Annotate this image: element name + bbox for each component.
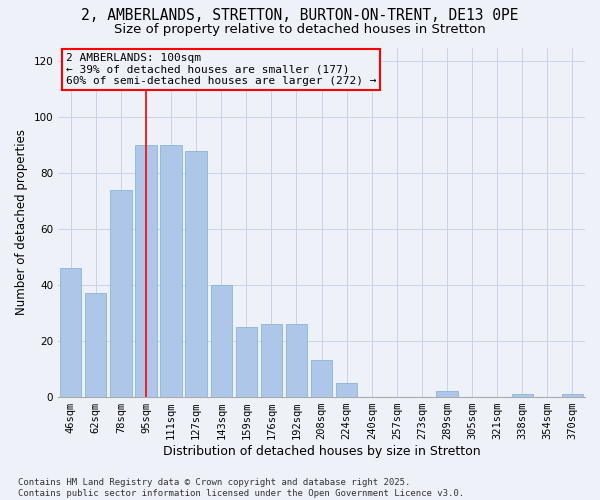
X-axis label: Distribution of detached houses by size in Stretton: Distribution of detached houses by size … xyxy=(163,444,481,458)
Bar xyxy=(286,324,307,396)
Text: 2 AMBERLANDS: 100sqm
← 39% of detached houses are smaller (177)
60% of semi-deta: 2 AMBERLANDS: 100sqm ← 39% of detached h… xyxy=(66,52,377,86)
Bar xyxy=(85,294,106,397)
Bar xyxy=(236,327,257,396)
Bar xyxy=(512,394,533,396)
Y-axis label: Number of detached properties: Number of detached properties xyxy=(15,129,28,315)
Bar xyxy=(436,391,458,396)
Bar xyxy=(160,145,182,397)
Bar xyxy=(110,190,131,396)
Bar xyxy=(185,151,207,396)
Bar xyxy=(136,145,157,397)
Bar xyxy=(562,394,583,396)
Bar xyxy=(60,268,82,396)
Text: Contains HM Land Registry data © Crown copyright and database right 2025.
Contai: Contains HM Land Registry data © Crown c… xyxy=(18,478,464,498)
Bar xyxy=(311,360,332,396)
Bar xyxy=(211,285,232,397)
Bar xyxy=(261,324,282,396)
Text: Size of property relative to detached houses in Stretton: Size of property relative to detached ho… xyxy=(114,22,486,36)
Bar xyxy=(336,382,358,396)
Text: 2, AMBERLANDS, STRETTON, BURTON-ON-TRENT, DE13 0PE: 2, AMBERLANDS, STRETTON, BURTON-ON-TRENT… xyxy=(81,8,519,22)
